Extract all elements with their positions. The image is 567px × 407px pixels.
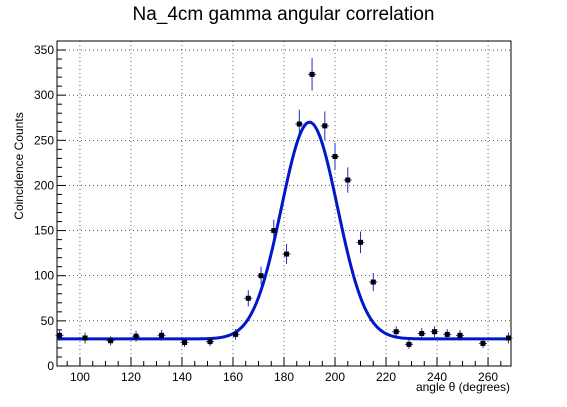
data-points (57, 71, 511, 347)
data-point (159, 332, 165, 338)
x-tick-label: 220 (376, 370, 396, 384)
data-point (419, 331, 425, 336)
y-tick-label: 0 (47, 359, 54, 373)
data-point (393, 329, 399, 335)
data-point (345, 177, 351, 183)
data-point (258, 273, 264, 279)
grid (57, 41, 511, 367)
data-point (309, 71, 315, 77)
data-point (431, 329, 437, 335)
data-point (233, 331, 239, 337)
fit-curve (57, 120, 511, 341)
data-point (82, 335, 88, 341)
x-tick-label: 100 (70, 370, 90, 384)
data-point (284, 251, 290, 257)
y-tick-labels: 0 50 100 150 200 250 300 350 (34, 43, 54, 373)
data-point (332, 154, 338, 160)
data-point (444, 331, 450, 337)
x-tick-label: 140 (172, 370, 192, 384)
y-tick-label: 300 (34, 88, 54, 102)
y-tick-label: 150 (34, 224, 54, 238)
x-tick-label: 120 (121, 370, 141, 384)
x-tick-label: 260 (478, 370, 498, 384)
x-tick-label: 200 (325, 370, 345, 384)
y-tick-label: 250 (34, 133, 54, 147)
chart-title: Na_4cm gamma angular correlation (132, 4, 435, 25)
data-point (480, 340, 486, 346)
data-point (271, 228, 277, 234)
data-point (133, 333, 139, 339)
y-tick-label: 100 (34, 269, 54, 283)
x-tick-label: 240 (427, 370, 447, 384)
x-tick-label: 180 (274, 370, 294, 384)
data-point (57, 332, 63, 338)
x-tick-labels: 100 120 140 160 180 200 220 240 260 (70, 370, 498, 384)
data-point (406, 341, 412, 347)
y-tick-label: 200 (34, 178, 54, 192)
data-point (207, 339, 213, 345)
data-point (370, 279, 376, 285)
data-point (505, 335, 511, 341)
axis-ticks (57, 40, 502, 367)
y-tick-label: 350 (34, 43, 54, 57)
x-tick-label: 160 (223, 370, 243, 384)
data-point (457, 332, 463, 338)
data-point (245, 295, 251, 301)
x-axis-label: angle θ (degrees) (415, 380, 510, 394)
data-point (322, 123, 328, 129)
data-point (296, 121, 302, 127)
data-point (358, 239, 364, 245)
y-tick-label: 50 (41, 314, 55, 328)
data-point (108, 338, 114, 344)
data-point (182, 340, 188, 346)
